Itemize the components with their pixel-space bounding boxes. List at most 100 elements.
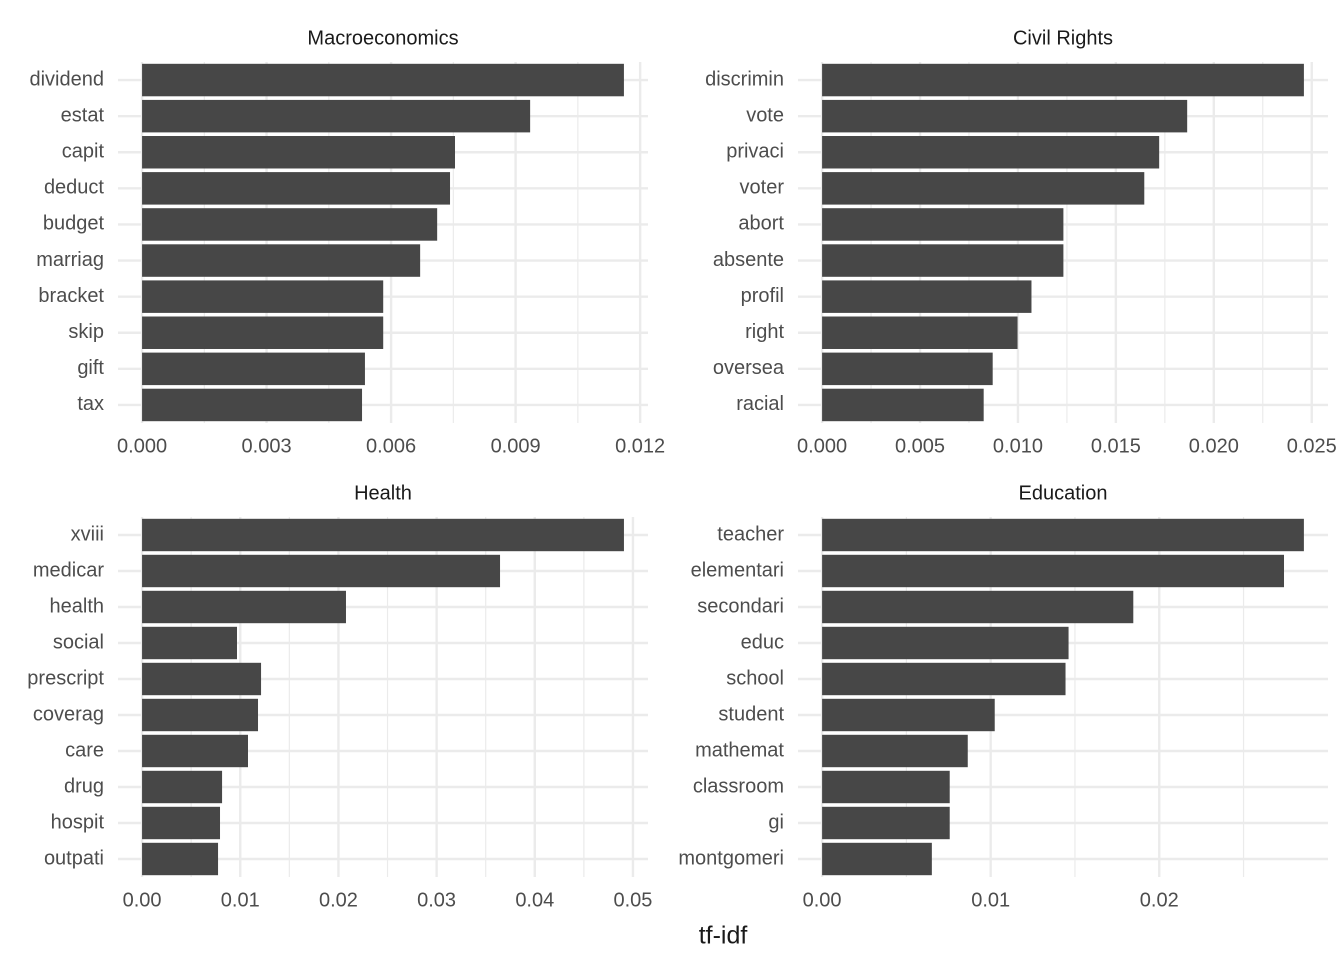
bar <box>822 518 1304 552</box>
bar <box>822 99 1188 133</box>
y-tick-label: outpati <box>44 847 104 869</box>
panel-title: Macroeconomics <box>307 27 458 49</box>
y-tick-label: xviii <box>71 523 104 545</box>
bar <box>822 842 932 876</box>
x-tick-label: 0.01 <box>971 889 1010 911</box>
x-tick-label: 0.00 <box>803 889 842 911</box>
x-tick-label: 0.04 <box>515 889 554 911</box>
bar <box>822 172 1145 205</box>
x-tick-label: 0.020 <box>1189 435 1239 457</box>
y-tick-label: voter <box>740 177 785 199</box>
bar <box>142 208 438 241</box>
y-tick-label: gi <box>768 811 784 833</box>
bar <box>142 63 624 97</box>
bar <box>142 244 421 277</box>
y-tick-label: teacher <box>717 523 784 545</box>
bar <box>142 388 363 422</box>
bar <box>142 136 456 169</box>
y-tick-label: racial <box>736 393 784 415</box>
y-tick-label: medicar <box>33 559 104 581</box>
bar <box>142 842 219 876</box>
panel-title: Education <box>1019 482 1108 504</box>
bar <box>142 770 223 804</box>
bar <box>142 554 501 588</box>
x-tick-label: 0.009 <box>491 435 541 457</box>
y-tick-label: vote <box>746 104 784 126</box>
panel-title: Civil Rights <box>1013 27 1113 49</box>
y-tick-label: bracket <box>38 285 104 307</box>
y-tick-label: budget <box>43 213 105 235</box>
x-tick-label: 0.012 <box>615 435 665 457</box>
bar <box>142 172 451 205</box>
y-tick-label: student <box>718 703 784 725</box>
bar <box>822 770 950 804</box>
x-tick-label: 0.02 <box>1140 889 1179 911</box>
bar <box>822 388 984 422</box>
bar <box>822 352 993 386</box>
bar <box>822 63 1304 97</box>
y-tick-label: health <box>50 595 105 617</box>
y-tick-label: dividend <box>29 68 104 90</box>
x-tick-label: 0.03 <box>417 889 456 911</box>
y-tick-label: classroom <box>693 775 784 797</box>
x-tick-label: 0.010 <box>993 435 1043 457</box>
x-tick-label: 0.02 <box>319 889 358 911</box>
bar <box>142 698 259 732</box>
y-tick-label: profil <box>741 285 784 307</box>
y-tick-label: coverag <box>33 703 104 725</box>
y-tick-label: right <box>745 321 784 343</box>
bar <box>822 280 1032 313</box>
y-tick-label: social <box>53 631 104 653</box>
bar <box>822 806 950 840</box>
y-tick-label: tax <box>77 393 104 415</box>
y-tick-label: discrimin <box>705 68 784 90</box>
bar <box>142 352 365 386</box>
x-tick-label: 0.006 <box>366 435 416 457</box>
bar <box>142 734 248 768</box>
y-tick-label: marriag <box>36 249 104 271</box>
y-tick-label: skip <box>68 321 104 343</box>
bar <box>822 554 1285 588</box>
y-tick-label: elementari <box>691 559 784 581</box>
x-tick-label: 0.000 <box>797 435 847 457</box>
y-tick-label: prescript <box>27 667 104 689</box>
y-tick-label: absente <box>713 249 784 271</box>
y-tick-label: privaci <box>726 141 784 163</box>
x-tick-label: 0.000 <box>117 435 167 457</box>
y-tick-label: capit <box>62 141 105 163</box>
y-tick-label: estat <box>61 104 105 126</box>
y-tick-label: gift <box>77 357 104 379</box>
panel-title: Health <box>354 482 412 504</box>
bar <box>822 590 1134 624</box>
x-tick-label: 0.05 <box>614 889 653 911</box>
bar <box>142 806 221 840</box>
bar <box>822 626 1069 660</box>
y-tick-label: care <box>65 739 104 761</box>
bar <box>822 734 968 768</box>
y-tick-label: abort <box>738 213 784 235</box>
x-tick-label: 0.01 <box>221 889 260 911</box>
y-tick-label: secondari <box>697 595 784 617</box>
y-tick-label: mathemat <box>695 739 784 761</box>
bar <box>822 208 1064 241</box>
x-tick-label: 0.025 <box>1287 435 1337 457</box>
y-tick-label: montgomeri <box>678 847 784 869</box>
bar <box>822 316 1018 349</box>
bar <box>142 662 262 696</box>
x-tick-label: 0.005 <box>895 435 945 457</box>
bar <box>142 590 346 624</box>
bar <box>822 244 1064 277</box>
bar <box>822 662 1066 696</box>
bar <box>142 626 237 660</box>
y-tick-label: school <box>726 667 784 689</box>
bar <box>822 698 995 732</box>
x-tick-label: 0.00 <box>123 889 162 911</box>
y-tick-label: educ <box>741 631 784 653</box>
y-tick-label: deduct <box>44 177 104 199</box>
x-axis-label: tf-idf <box>699 922 748 950</box>
bar <box>142 99 531 133</box>
bar <box>142 316 384 349</box>
bar <box>142 280 384 313</box>
y-tick-label: hospit <box>51 811 105 833</box>
